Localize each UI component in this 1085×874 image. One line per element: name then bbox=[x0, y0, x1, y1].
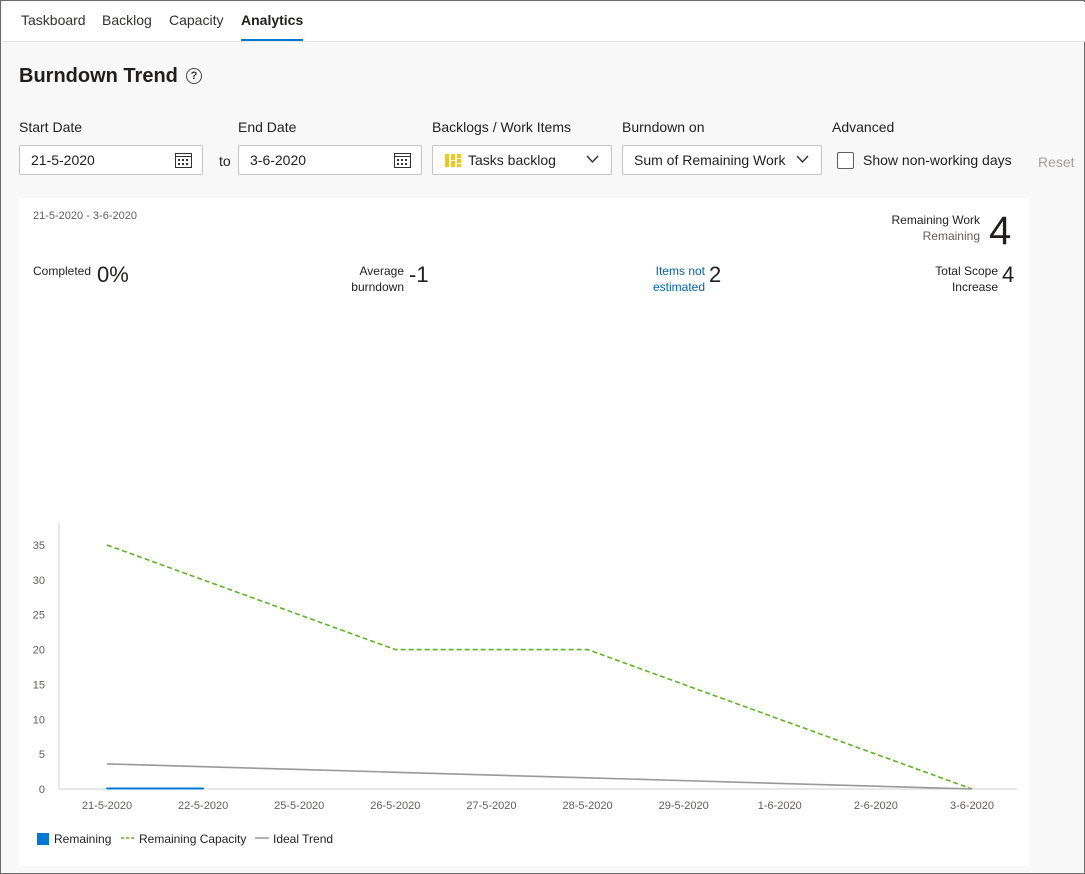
backlog-icon bbox=[445, 154, 461, 167]
x-tick-label: 27-5-2020 bbox=[466, 800, 516, 812]
to-label: to bbox=[219, 153, 231, 169]
scope-increase-line1: Total Scope bbox=[935, 264, 998, 278]
start-date-value: 21-5-2020 bbox=[31, 152, 95, 168]
y-tick-label: 5 bbox=[39, 749, 45, 761]
nonworking-days-label[interactable]: Show non-working days bbox=[863, 152, 1012, 168]
remaining-work-value: 4 bbox=[989, 209, 1012, 253]
tab-bar: Taskboard Backlog Capacity Analytics bbox=[2, 2, 1085, 42]
legend-swatch-remaining bbox=[37, 833, 49, 845]
chevron-down-icon bbox=[586, 155, 599, 164]
x-tick-label: 1-6-2020 bbox=[758, 800, 802, 812]
y-tick-label: 20 bbox=[33, 645, 45, 657]
advanced-label: Advanced bbox=[832, 119, 895, 135]
items-not-estimated-line1: Items not bbox=[655, 264, 705, 278]
legend-ideal-label: Ideal Trend bbox=[273, 832, 334, 846]
x-tick-label: 26-5-2020 bbox=[370, 800, 420, 812]
remaining-work-sub: Remaining bbox=[922, 229, 980, 243]
start-date-field[interactable]: 21-5-2020 bbox=[19, 145, 203, 175]
date-range: 21-5-2020 - 3-6-2020 bbox=[33, 210, 137, 222]
end-date-value: 3-6-2020 bbox=[250, 152, 307, 168]
x-tick-label: 21-5-2020 bbox=[82, 800, 132, 812]
burndown-on-label: Burndown on bbox=[622, 119, 705, 135]
average-burndown-line1: Average bbox=[359, 264, 404, 278]
scope-increase-value: 4 bbox=[1002, 262, 1015, 287]
start-date-label: Start Date bbox=[19, 119, 83, 135]
backlogs-dropdown[interactable]: Tasks backlog bbox=[432, 145, 612, 175]
items-not-estimated-line2: estimated bbox=[652, 280, 705, 294]
remaining-work-title: Remaining Work bbox=[891, 213, 980, 227]
y-tick-label: 0 bbox=[39, 784, 45, 796]
average-burndown-line2: burndown bbox=[351, 280, 404, 294]
tab-analytics[interactable]: Analytics bbox=[241, 2, 304, 42]
remaining-point bbox=[202, 788, 205, 789]
legend-swatch-capacity bbox=[121, 837, 135, 839]
x-tick-label: 3-6-2020 bbox=[950, 800, 994, 812]
tab-capacity[interactable]: Capacity bbox=[169, 12, 224, 28]
scope-increase-line2: Increase bbox=[951, 280, 998, 294]
burndown-on-value: Sum of Remaining Work bbox=[634, 152, 786, 168]
series-ideal-trend bbox=[106, 763, 973, 790]
x-tick-label: 2-6-2020 bbox=[854, 800, 898, 812]
legend-remaining-capacity[interactable]: Remaining Capacity bbox=[121, 832, 246, 846]
backlogs-value: Tasks backlog bbox=[468, 152, 556, 168]
remaining-point bbox=[106, 788, 108, 789]
nonworking-days-checkbox[interactable] bbox=[837, 152, 854, 169]
backlogs-label: Backlogs / Work Items bbox=[432, 119, 572, 135]
y-tick-label: 15 bbox=[33, 679, 45, 691]
legend-swatch-ideal bbox=[255, 837, 269, 839]
y-tick-label: 25 bbox=[33, 610, 45, 622]
chevron-down-icon bbox=[796, 155, 809, 164]
burndown-card: 21-5-2020 - 3-6-2020 Remaining Work Rema… bbox=[19, 198, 1029, 866]
x-tick-label: 28-5-2020 bbox=[562, 800, 612, 812]
legend-remaining[interactable]: Remaining bbox=[37, 832, 111, 846]
legend-capacity-label: Remaining Capacity bbox=[139, 832, 247, 846]
remaining-work-label: Remaining Work Remaining bbox=[892, 212, 980, 244]
end-date-field[interactable]: 3-6-2020 bbox=[238, 145, 422, 175]
average-burndown-label: Average burndown bbox=[351, 263, 404, 295]
completed-label: Completed bbox=[33, 264, 92, 278]
burndown-on-dropdown[interactable]: Sum of Remaining Work bbox=[622, 145, 822, 175]
burndown-chart: 0 5 10 15 20 25 30 35 21-5-2020 22-5-2020 25-5-202… bbox=[33, 523, 1017, 812]
end-date-label: End Date bbox=[238, 119, 297, 135]
series-remaining-capacity bbox=[106, 544, 973, 790]
y-tick-label: 10 bbox=[33, 714, 45, 726]
completed-value: 0% bbox=[97, 262, 129, 287]
legend-remaining-label: Remaining bbox=[54, 832, 112, 846]
x-tick-label: 29-5-2020 bbox=[659, 800, 709, 812]
x-tick-label: 25-5-2020 bbox=[274, 800, 324, 812]
legend-ideal-trend[interactable]: Ideal Trend bbox=[255, 832, 333, 846]
items-not-estimated-link[interactable]: Items not estimated bbox=[653, 263, 705, 295]
page-title: Burndown Trend bbox=[19, 65, 178, 87]
calendar-icon[interactable] bbox=[175, 152, 192, 168]
scope-increase-label: Total Scope Increase bbox=[935, 263, 998, 295]
y-tick-label: 35 bbox=[33, 540, 45, 552]
tab-taskboard[interactable]: Taskboard bbox=[21, 12, 86, 28]
calendar-icon[interactable] bbox=[394, 152, 411, 168]
y-tick-label: 30 bbox=[33, 575, 45, 587]
average-burndown-value: -1 bbox=[409, 262, 429, 287]
tab-backlog[interactable]: Backlog bbox=[102, 12, 152, 28]
x-tick-label: 22-5-2020 bbox=[178, 800, 228, 812]
items-not-estimated-value: 2 bbox=[709, 262, 722, 287]
help-icon[interactable]: ? bbox=[186, 68, 202, 84]
reset-button[interactable]: Reset bbox=[1038, 154, 1075, 170]
